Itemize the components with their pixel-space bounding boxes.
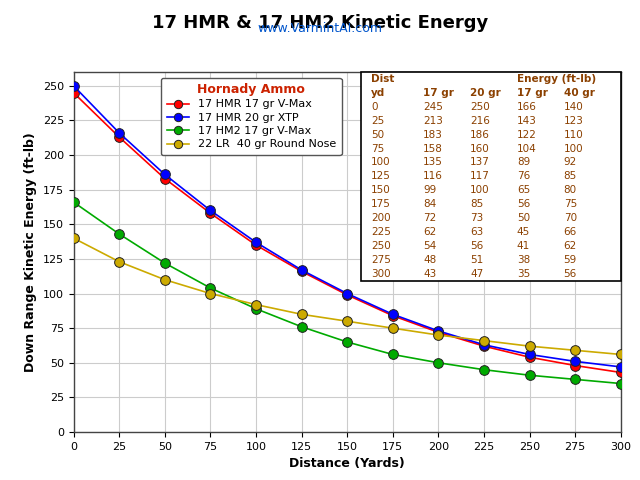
Text: 158: 158	[423, 144, 443, 154]
Text: 85: 85	[470, 199, 483, 209]
Text: 225: 225	[371, 227, 391, 237]
Text: 51: 51	[470, 255, 483, 265]
Text: 56: 56	[470, 241, 483, 251]
Text: 99: 99	[423, 185, 436, 195]
Text: 117: 117	[470, 171, 490, 181]
Text: 48: 48	[423, 255, 436, 265]
Text: 150: 150	[371, 185, 391, 195]
Text: 43: 43	[423, 269, 436, 279]
Text: 100: 100	[564, 144, 583, 154]
Text: 92: 92	[564, 157, 577, 168]
Text: 135: 135	[423, 157, 443, 168]
Text: 216: 216	[470, 116, 490, 126]
Text: 175: 175	[371, 199, 391, 209]
Text: 123: 123	[564, 116, 584, 126]
Text: 17 HMR & 17 HM2 Kinetic Energy: 17 HMR & 17 HM2 Kinetic Energy	[152, 14, 488, 33]
Text: 47: 47	[470, 269, 483, 279]
Text: 62: 62	[423, 227, 436, 237]
Text: 275: 275	[371, 255, 391, 265]
Text: 20 gr: 20 gr	[470, 88, 500, 98]
Text: 45: 45	[517, 227, 530, 237]
Text: 200: 200	[371, 213, 391, 223]
Text: 122: 122	[517, 130, 537, 140]
Text: 75: 75	[371, 144, 385, 154]
Text: 104: 104	[517, 144, 536, 154]
Text: 56: 56	[517, 199, 530, 209]
Text: 166: 166	[517, 102, 537, 112]
Text: 76: 76	[517, 171, 530, 181]
Text: 66: 66	[564, 227, 577, 237]
Text: 75: 75	[564, 199, 577, 209]
Text: 110: 110	[564, 130, 584, 140]
Text: 84: 84	[423, 199, 436, 209]
Text: 63: 63	[470, 227, 483, 237]
Text: 56: 56	[564, 269, 577, 279]
Bar	[361, 72, 621, 281]
Text: 70: 70	[564, 213, 577, 223]
Text: 100: 100	[371, 157, 391, 168]
Text: 35: 35	[517, 269, 530, 279]
Text: 41: 41	[517, 241, 530, 251]
Text: 100: 100	[470, 185, 490, 195]
Text: 62: 62	[564, 241, 577, 251]
Text: 300: 300	[371, 269, 391, 279]
Text: 250: 250	[470, 102, 490, 112]
Text: 40 gr: 40 gr	[564, 88, 595, 98]
Text: 73: 73	[470, 213, 483, 223]
Text: 245: 245	[423, 102, 443, 112]
Text: 140: 140	[564, 102, 584, 112]
Text: 17 gr: 17 gr	[423, 88, 454, 98]
Text: 65: 65	[517, 185, 530, 195]
Text: 17 gr: 17 gr	[517, 88, 548, 98]
X-axis label: Distance (Yards): Distance (Yards)	[289, 457, 405, 470]
Text: 50: 50	[371, 130, 385, 140]
Text: 183: 183	[423, 130, 443, 140]
Text: Energy (ft-lb): Energy (ft-lb)	[517, 74, 596, 84]
Text: 186: 186	[470, 130, 490, 140]
Text: 85: 85	[564, 171, 577, 181]
Text: 80: 80	[564, 185, 577, 195]
Text: 160: 160	[470, 144, 490, 154]
Text: 54: 54	[423, 241, 436, 251]
Text: 213: 213	[423, 116, 443, 126]
Text: www.VarmintAI.com: www.VarmintAI.com	[257, 22, 383, 35]
Text: 50: 50	[517, 213, 530, 223]
Text: 25: 25	[371, 116, 385, 126]
Legend: 17 HMR 17 gr V-Max, 17 HMR 20 gr XTP, 17 HM2 17 gr V-Max, 22 LR  40 gr Round Nos: 17 HMR 17 gr V-Max, 17 HMR 20 gr XTP, 17…	[161, 78, 342, 155]
Text: 137: 137	[470, 157, 490, 168]
Text: 125: 125	[371, 171, 391, 181]
Text: 143: 143	[517, 116, 537, 126]
Text: 250: 250	[371, 241, 391, 251]
Text: yd: yd	[371, 88, 385, 98]
Text: 38: 38	[517, 255, 530, 265]
Text: 59: 59	[564, 255, 577, 265]
Text: 116: 116	[423, 171, 443, 181]
Text: 72: 72	[423, 213, 436, 223]
Text: 0: 0	[371, 102, 378, 112]
Text: Dist: Dist	[371, 74, 395, 84]
Y-axis label: Down Range Kinetic Energy (ft-lb): Down Range Kinetic Energy (ft-lb)	[24, 132, 37, 372]
Text: 89: 89	[517, 157, 530, 168]
